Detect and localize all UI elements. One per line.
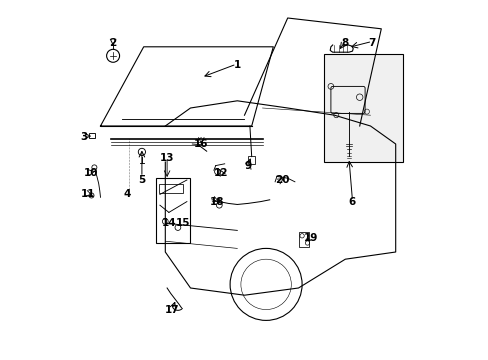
Text: 11: 11 — [81, 189, 95, 199]
Text: 4: 4 — [123, 189, 131, 199]
Text: 17: 17 — [165, 305, 180, 315]
Text: 3: 3 — [81, 132, 88, 142]
Text: 1: 1 — [233, 60, 241, 70]
Text: 19: 19 — [303, 233, 318, 243]
Bar — [159, 184, 183, 193]
Bar — [323, 54, 402, 162]
Bar — [247, 156, 254, 164]
Text: 7: 7 — [368, 38, 375, 48]
Text: 15: 15 — [176, 218, 190, 228]
Text: 20: 20 — [274, 175, 289, 185]
Text: 13: 13 — [160, 153, 174, 163]
Text: 2: 2 — [109, 38, 117, 48]
Text: 10: 10 — [84, 168, 99, 178]
Text: 18: 18 — [210, 197, 224, 207]
Text: 14: 14 — [161, 218, 176, 228]
Text: 9: 9 — [244, 161, 251, 171]
Bar — [298, 232, 309, 247]
Bar — [156, 178, 190, 243]
Text: 12: 12 — [213, 168, 228, 178]
Text: 6: 6 — [348, 197, 355, 207]
Text: 16: 16 — [194, 139, 208, 149]
Text: 8: 8 — [341, 38, 348, 48]
Text: 5: 5 — [138, 175, 145, 185]
Bar — [89, 133, 95, 138]
